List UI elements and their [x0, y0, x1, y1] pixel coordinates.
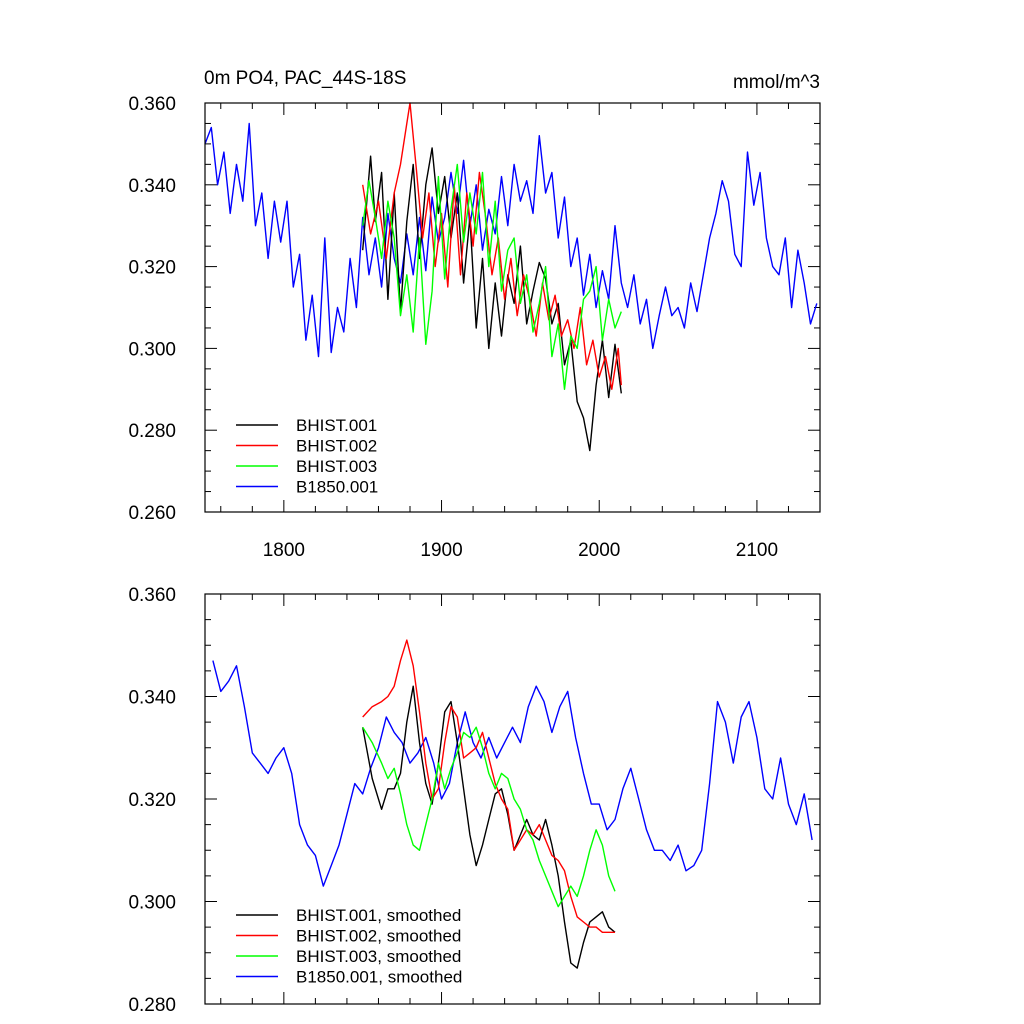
bottom-series-line-b1850-001-smoothed [212, 660, 813, 887]
bottom-legend-label: BHIST.002, smoothed [296, 927, 461, 946]
top-legend-label: BHIST.001 [296, 416, 377, 435]
top-legend-label: B1850.001 [296, 478, 378, 497]
bottom-series-line-bhist-003-smoothed [362, 726, 616, 908]
chart-title: 0m PO4, PAC_44S-18S [204, 68, 406, 89]
bottom-series-group [212, 639, 813, 969]
top-series-line-b1850-001 [204, 122, 818, 358]
units-label: mmol/m^3 [733, 72, 820, 93]
bottom-y-tick-label: 0.300 [128, 893, 176, 914]
bottom-legend-label: BHIST.001, smoothed [296, 906, 461, 925]
bottom-y-tick-label: 0.340 [128, 688, 176, 709]
top-plot-frame [204, 102, 821, 513]
bottom-y-tick-label: 0.280 [128, 995, 176, 1016]
bottom-chart-panel: 0.280 0.300 0.320 0.340 0.360 BHIST.001, smo… [128, 585, 821, 1016]
top-legend-label: BHIST.002 [296, 437, 377, 456]
bottom-axis-ticks: 0.280 0.300 0.320 0.340 0.360 [128, 585, 821, 1016]
top-x-tick-label: 1800 [263, 540, 305, 561]
top-legend-label: BHIST.003 [296, 457, 377, 476]
top-y-tick-label: 0.360 [128, 94, 176, 115]
top-y-tick-label: 0.300 [128, 339, 176, 360]
top-y-tick-label: 0.280 [128, 421, 176, 442]
top-y-tick-label: 0.260 [128, 503, 176, 524]
top-x-tick-label: 2100 [736, 540, 778, 561]
bottom-legend-label: B1850.001, smoothed [296, 968, 462, 987]
bottom-series-line-bhist-001-smoothed [362, 685, 616, 969]
bottom-y-tick-label: 0.360 [128, 585, 176, 606]
top-y-tick-label: 0.320 [128, 258, 176, 279]
bottom-legend: BHIST.001, smoothed BHIST.002, smoothedBH… [236, 906, 462, 987]
top-y-tick-label: 0.340 [128, 176, 176, 197]
top-axis-ticks: 0.260 0.280 0.300 0.320 0.340 0.360 1800 1900 20… [128, 94, 821, 561]
top-chart-panel: 0m PO4, PAC_44S-18S mmol/m^3 0.2600.2800… [128, 68, 821, 561]
top-series-line-bhist-002 [362, 102, 622, 390]
bottom-legend-label: BHIST.003, smoothed [296, 947, 461, 966]
bottom-plot-frame [204, 593, 821, 1005]
bottom-y-tick-label: 0.320 [128, 790, 176, 811]
top-x-tick-label: 1900 [420, 540, 462, 561]
top-x-tick-label: 2000 [578, 540, 620, 561]
top-series-line-bhist-001 [362, 147, 622, 452]
bottom-series-line-bhist-002-smoothed [362, 639, 615, 933]
top-series-group [204, 102, 818, 452]
top-series-line-bhist-003 [362, 163, 622, 390]
